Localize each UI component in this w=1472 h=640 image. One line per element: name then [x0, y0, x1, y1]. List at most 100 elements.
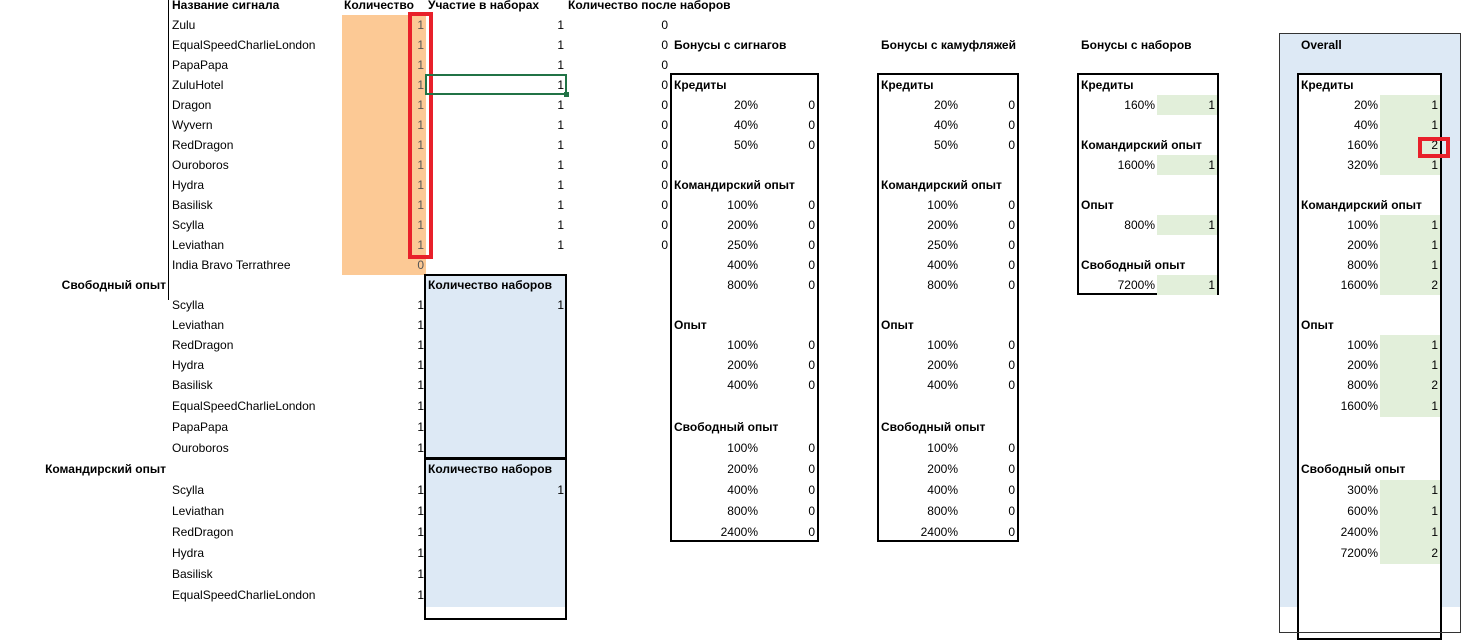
set-signal-name[interactable]: Leviathan [172, 318, 225, 332]
bonus-count-cell[interactable]: 1 [1431, 525, 1438, 539]
set-signal-qty[interactable]: 1 [417, 567, 424, 581]
bonus-percent-cell[interactable]: 300% [1347, 483, 1378, 497]
bonus-percent-cell[interactable]: 100% [927, 198, 958, 212]
signal-name-cell[interactable]: Dragon [172, 98, 212, 112]
signal-name-cell[interactable]: Wyvern [172, 118, 213, 132]
set-signal-name[interactable]: Hydra [172, 546, 205, 560]
bonus-count-cell[interactable]: 0 [808, 198, 815, 212]
bonus-percent-cell[interactable]: 800% [1347, 258, 1378, 272]
bonus-count-cell[interactable]: 0 [808, 218, 815, 232]
bonus-percent-cell[interactable]: 100% [1347, 218, 1378, 232]
signal-participation-cell[interactable]: 1 [557, 38, 564, 52]
bonus-percent-cell[interactable]: 160% [1124, 98, 1155, 112]
bonus-percent-cell[interactable]: 400% [927, 378, 958, 392]
bonus-percent-cell[interactable]: 800% [727, 504, 758, 518]
bonus-count-cell[interactable]: 0 [1008, 504, 1015, 518]
signal-name-cell[interactable]: Scylla [172, 218, 205, 232]
bonus-count-cell[interactable]: 1 [1431, 158, 1438, 172]
set-signal-qty[interactable]: 1 [417, 483, 424, 497]
signal-after-cell[interactable]: 0 [661, 138, 668, 152]
bonus-count-cell[interactable]: 0 [808, 378, 815, 392]
set-signal-qty[interactable]: 1 [417, 504, 424, 518]
bonus-count-cell[interactable]: 0 [808, 258, 815, 272]
bonus-count-cell[interactable]: 1 [1431, 483, 1438, 497]
signal-quantity-cell[interactable]: 1 [417, 18, 424, 32]
bonus-count-cell[interactable]: 1 [1431, 98, 1438, 112]
signal-name-cell[interactable]: Basilisk [172, 198, 213, 212]
signal-quantity-cell[interactable]: 1 [417, 218, 424, 232]
signal-participation-cell[interactable]: 1 [557, 138, 564, 152]
bonus-count-cell[interactable]: 1 [1431, 338, 1438, 352]
bonus-count-cell[interactable]: 2 [1431, 138, 1438, 152]
bonus-percent-cell[interactable]: 200% [927, 218, 958, 232]
bonus-table-title[interactable]: Overall [1301, 38, 1342, 52]
bonus-percent-cell[interactable]: 20% [733, 98, 758, 112]
bonus-percent-cell[interactable]: 2400% [1340, 525, 1378, 539]
bonus-count-cell[interactable]: 0 [1008, 338, 1015, 352]
bonus-percent-cell[interactable]: 800% [1124, 218, 1155, 232]
bonus-group-label[interactable]: Кредиты [1301, 78, 1354, 92]
signal-participation-cell[interactable] [426, 255, 566, 275]
signal-after-cell[interactable]: 0 [661, 218, 668, 232]
signal-after-cell[interactable]: 0 [661, 198, 668, 212]
sets-count-value[interactable]: 1 [557, 298, 564, 312]
bonus-count-cell[interactable]: 0 [1008, 258, 1015, 272]
bonus-count-cell[interactable]: 0 [1008, 198, 1015, 212]
bonus-count-cell[interactable]: 0 [1008, 238, 1015, 252]
set-group-label[interactable]: Свободный опыт [61, 278, 166, 292]
bonus-count-cell[interactable]: 0 [1008, 138, 1015, 152]
signal-quantity-cell[interactable]: 1 [417, 178, 424, 192]
bonus-group-label[interactable]: Свободный опыт [881, 420, 986, 434]
bonus-count-cell[interactable]: 0 [808, 462, 815, 476]
bonus-group-label[interactable]: Опыт [674, 318, 707, 332]
signal-quantity-cell[interactable]: 1 [417, 98, 424, 112]
bonus-group-label[interactable]: Кредиты [674, 78, 727, 92]
bonus-group-label[interactable]: Опыт [1081, 198, 1114, 212]
signal-after-cell[interactable]: 0 [661, 118, 668, 132]
bonus-percent-cell[interactable]: 2400% [920, 525, 958, 539]
signal-participation-cell[interactable]: 1 [557, 118, 564, 132]
signal-after-cell[interactable] [566, 255, 670, 275]
bonus-count-cell[interactable]: 0 [1008, 118, 1015, 132]
bonus-count-cell[interactable]: 1 [1208, 218, 1215, 232]
bonus-percent-cell[interactable]: 800% [927, 504, 958, 518]
bonus-group-label[interactable]: Командирский опыт [1081, 138, 1202, 152]
sets-count-header[interactable]: Количество наборов [428, 462, 552, 476]
set-signal-name[interactable]: RedDragon [172, 525, 234, 539]
bonus-percent-cell[interactable]: 800% [1347, 378, 1378, 392]
bonus-percent-cell[interactable]: 50% [733, 138, 758, 152]
bonus-count-cell[interactable]: 0 [1008, 278, 1015, 292]
set-signal-name[interactable]: PapaPapa [172, 420, 229, 434]
signal-name-cell[interactable]: PapaPapa [172, 58, 229, 72]
bonus-percent-cell[interactable]: 200% [1347, 358, 1378, 372]
signal-after-cell[interactable]: 0 [661, 158, 668, 172]
bonus-group-label[interactable]: Свободный опыт [1081, 258, 1186, 272]
bonus-group-label[interactable]: Опыт [881, 318, 914, 332]
set-signal-name[interactable]: Scylla [172, 298, 205, 312]
bonus-percent-cell[interactable]: 100% [1347, 338, 1378, 352]
bonus-count-cell[interactable]: 0 [1008, 462, 1015, 476]
bonus-count-cell[interactable]: 0 [808, 138, 815, 152]
bonus-count-cell[interactable]: 0 [1008, 218, 1015, 232]
bonus-percent-cell[interactable]: 100% [727, 441, 758, 455]
bonus-count-cell[interactable]: 0 [808, 98, 815, 112]
signal-quantity-cell[interactable]: 1 [417, 58, 424, 72]
signal-name-cell[interactable]: Ouroboros [172, 158, 229, 172]
bonus-count-cell[interactable]: 0 [808, 504, 815, 518]
set-signal-name[interactable]: Ouroboros [172, 441, 229, 455]
bonus-group-label[interactable]: Кредиты [1081, 78, 1134, 92]
bonus-percent-cell[interactable]: 200% [1347, 238, 1378, 252]
bonus-count-cell[interactable]: 0 [808, 441, 815, 455]
signal-participation-cell[interactable]: 1 [557, 18, 564, 32]
signal-participation-cell[interactable]: 1 [557, 98, 564, 112]
signal-after-cell[interactable]: 0 [661, 18, 668, 32]
signal-name-cell[interactable]: ZuluHotel [172, 78, 224, 92]
bonus-percent-cell[interactable]: 2400% [720, 525, 758, 539]
bonus-percent-cell[interactable]: 200% [727, 218, 758, 232]
bonus-percent-cell[interactable]: 250% [727, 238, 758, 252]
bonus-percent-cell[interactable]: 100% [927, 338, 958, 352]
bonus-percent-cell[interactable]: 250% [927, 238, 958, 252]
bonus-count-cell[interactable]: 1 [1208, 278, 1215, 292]
set-signal-qty[interactable]: 1 [417, 546, 424, 560]
bonus-count-cell[interactable]: 2 [1431, 378, 1438, 392]
